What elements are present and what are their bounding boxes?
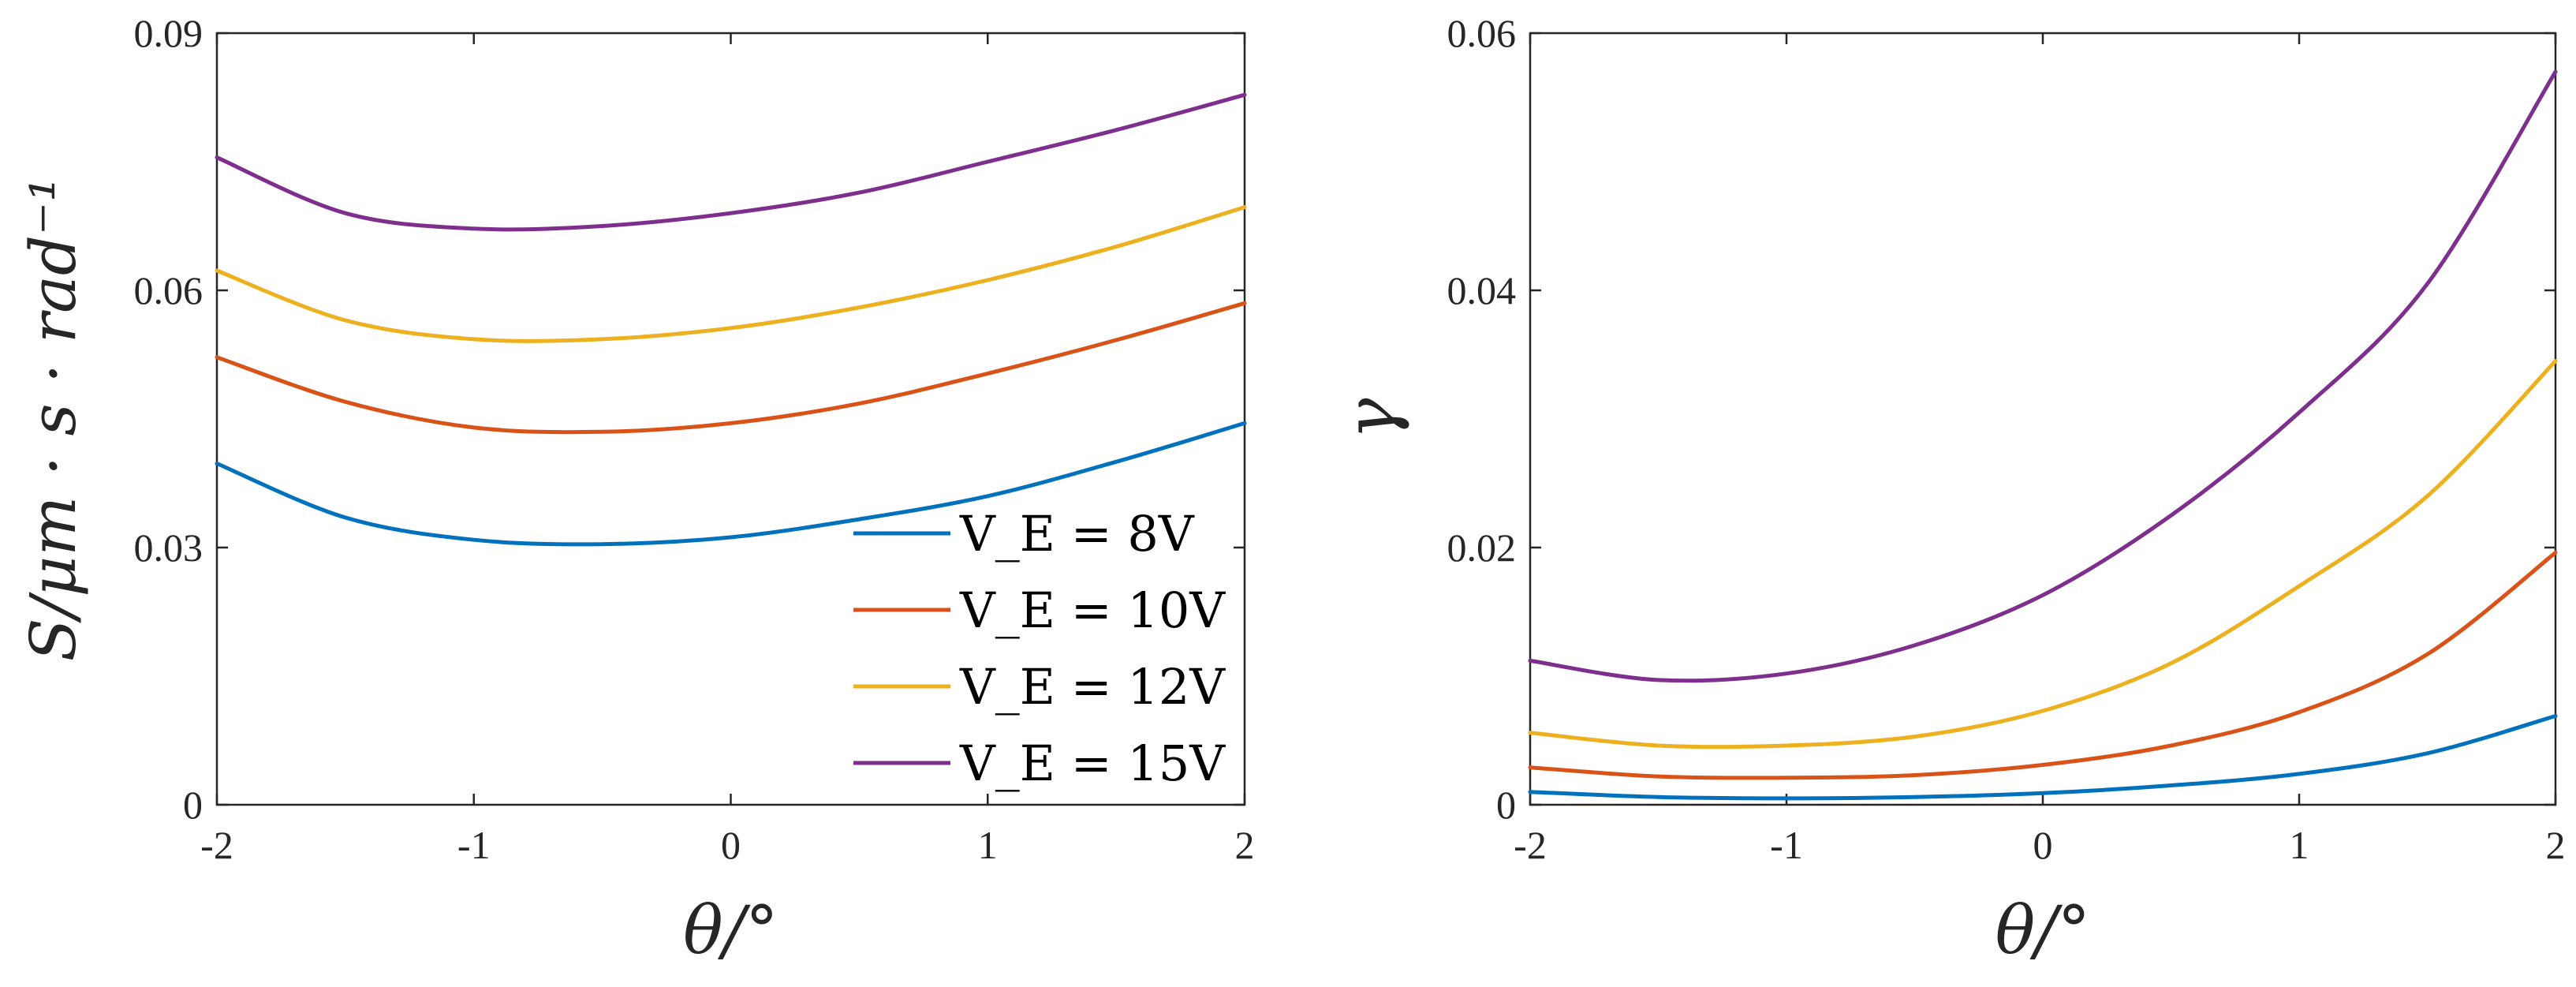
x-tick-label: -2 [200,823,233,867]
x-tick-label: -1 [457,823,491,867]
series-line-v-e-10v [1528,551,2558,780]
y-tick-label: 0.02 [1447,525,1517,570]
y-tick-label: 0.03 [134,525,203,570]
series-line-v-e-8v [1528,714,2558,801]
y-tick-label: 0.04 [1447,268,1517,312]
series-line-v-e-8v [215,421,1247,547]
legend-entry: V_E = 15V [959,735,1226,792]
y-axis-label: γ [1330,398,1411,439]
x-tick-label: 1 [978,823,998,867]
x-tick-label: -2 [1514,823,1547,867]
legend-entry: V_E = 12V [959,658,1226,716]
x-axis-label: θ/° [683,892,778,969]
x-tick-label: 0 [2033,823,2053,867]
y-tick-label: 0.06 [134,268,203,312]
x-tick-label: -1 [1770,823,1803,867]
x-tick-label: 0 [721,823,741,867]
series-line-v-e-10v [215,301,1247,435]
x-tick-label: 2 [1235,823,1255,867]
x-tick-label: 1 [2290,823,2309,867]
series-line-v-e-15v [1528,69,2558,683]
y-tick-label: 0.09 [134,11,203,55]
legend-entry: V_E = 8V [959,505,1195,563]
chart-panel-2: -2 -1 0 1 2 0 0.02 0.04 0.06 θ/° γ [1330,11,2566,969]
y-tick-label: 0.06 [1447,11,1517,55]
series-line-v-e-15v [215,92,1247,232]
series-line-v-e-12v [1528,359,2558,750]
y-axis-label: S/μm · s · rad⁻¹ [17,177,90,662]
y-tick-label: 0 [1496,783,1516,827]
y-tick-label: 0 [183,783,203,827]
x-axis-label: θ/° [1995,892,2091,969]
plot-area-frame [1529,32,2557,806]
chart-panel-1: -2 -1 0 1 2 0 0.03 0.06 0.09 θ/° S/μm · s · rad⁻¹ V… [17,11,1255,969]
series-line-v-e-12v [215,205,1247,343]
legend: V_E = 8V V_E = 10V V_E = 12V V_E = 15V [853,505,1226,792]
legend-entry: V_E = 10V [959,581,1226,639]
x-tick-label: 2 [2546,823,2566,867]
